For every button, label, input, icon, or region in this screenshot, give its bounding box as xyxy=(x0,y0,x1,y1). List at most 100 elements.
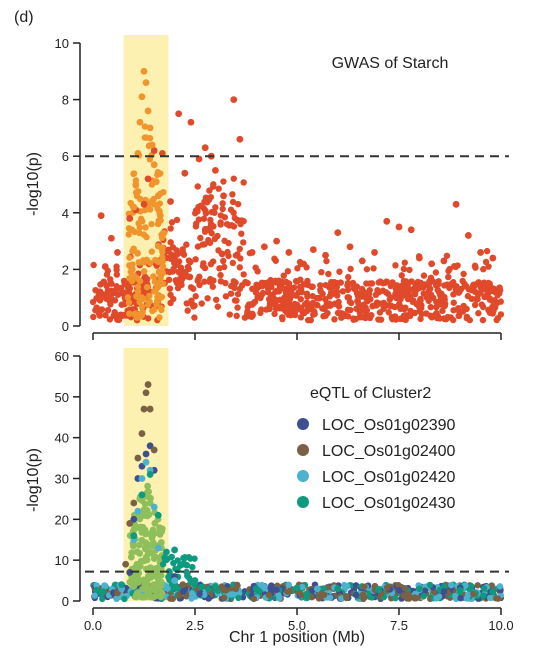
gwas-background-point xyxy=(169,268,177,275)
eqtl-background-point xyxy=(196,590,203,598)
gwas-point-s0 xyxy=(144,175,152,183)
eqtl-point-s1 xyxy=(142,389,150,397)
gwas-background-point xyxy=(159,258,167,265)
gwas-background-point xyxy=(225,239,232,247)
gwas-background-point xyxy=(219,200,226,207)
eqtl-background-point xyxy=(201,591,208,598)
gwas-background-point xyxy=(140,268,148,275)
gwas-background-point xyxy=(152,256,159,264)
eqtl-y-ticks: 0 10 20 30 40 50 60 xyxy=(55,349,80,609)
eqtl-points xyxy=(90,381,505,603)
gwas-background-point xyxy=(134,288,142,295)
gwas-background-point xyxy=(325,302,333,309)
gwas-point-s1 xyxy=(132,181,140,188)
gwas-background-point xyxy=(106,316,114,323)
gwas-background-point xyxy=(322,296,329,303)
gwas-background-point xyxy=(385,302,393,309)
gwas-background-point xyxy=(156,200,164,207)
x-tick-label: 5.0 xyxy=(288,618,306,633)
eqtl-point-s1 xyxy=(134,454,142,462)
gwas-background-point xyxy=(133,293,140,300)
eqtl-background-point xyxy=(128,549,136,557)
eqtl-background-point xyxy=(147,494,154,502)
gwas-background-point xyxy=(450,307,457,314)
gwas-background-point xyxy=(201,198,208,205)
gwas-background-point xyxy=(174,284,182,292)
eqtl-background-point xyxy=(285,581,293,589)
gwas-background-point xyxy=(207,260,215,268)
eqtl-point-s2 xyxy=(314,585,321,593)
gwas-background-point xyxy=(297,295,305,303)
legend-marker xyxy=(297,444,309,456)
y-tick-label: 2 xyxy=(62,262,69,277)
eqtl-point-s0 xyxy=(395,586,403,594)
gwas-background-point xyxy=(331,316,338,323)
gwas-background-point xyxy=(183,241,190,248)
eqtl-background-point xyxy=(121,595,128,603)
x-tick-label: 10.0 xyxy=(488,618,513,633)
eqtl-point-s3 xyxy=(416,585,423,593)
gwas-point-s1 xyxy=(140,67,148,75)
gwas-background-point xyxy=(207,193,215,201)
gwas-background-point xyxy=(276,296,284,304)
eqtl-point-s1 xyxy=(232,585,240,593)
gwas-background-point xyxy=(373,299,381,306)
gwas-background-point xyxy=(377,278,384,285)
y-tick-label: 6 xyxy=(62,149,69,164)
y-tick-label: 40 xyxy=(55,431,69,446)
gwas-background-point xyxy=(399,315,406,323)
eqtl-background-point xyxy=(91,592,99,599)
gwas-background-point xyxy=(392,262,399,269)
eqtl-background-point xyxy=(198,583,205,591)
gwas-background-point xyxy=(191,314,198,321)
eqtl-background-point xyxy=(361,583,368,590)
gwas-background-point xyxy=(450,291,457,298)
gwas-background-point xyxy=(201,264,209,272)
gwas-background-point xyxy=(215,247,222,254)
gwas-background-point xyxy=(126,285,134,292)
gwas-background-point xyxy=(150,201,158,208)
gwas-background-point xyxy=(427,291,435,298)
gwas-background-point xyxy=(153,286,160,293)
gwas-points xyxy=(89,67,505,324)
gwas-point-s1 xyxy=(152,178,160,186)
legend-label: LOC_Os01g02390 xyxy=(322,417,456,434)
gwas-background-point xyxy=(113,283,120,290)
eqtl-background-point xyxy=(139,523,147,531)
gwas-background-point xyxy=(271,310,278,318)
eqtl-background-point xyxy=(395,581,402,589)
gwas-background-point xyxy=(159,263,167,270)
gwas-background-point xyxy=(367,295,374,303)
eqtl-point-s1 xyxy=(140,405,148,413)
gwas-background-point xyxy=(450,279,457,286)
gwas-background-point xyxy=(146,206,154,213)
eqtl-background-point xyxy=(136,550,144,557)
gwas-background-point xyxy=(207,220,215,228)
eqtl-background-point xyxy=(164,585,171,592)
gwas-background-point xyxy=(90,261,97,269)
gwas-background-point xyxy=(165,246,172,254)
gwas-point-s0 xyxy=(175,110,183,118)
gwas-background-point xyxy=(180,251,188,258)
gwas-background-point xyxy=(433,304,440,311)
eqtl-background-point xyxy=(361,594,368,601)
gwas-background-point xyxy=(96,297,104,304)
eqtl-background-point xyxy=(93,582,100,589)
eqtl-background-point xyxy=(143,556,151,564)
eqtl-point-s3 xyxy=(146,471,154,478)
eqtl-background-point xyxy=(276,595,283,602)
gwas-background-point xyxy=(214,303,222,310)
gwas-background-point xyxy=(272,257,279,264)
eqtl-background-point xyxy=(147,573,155,581)
gwas-background-point xyxy=(284,296,292,304)
gwas-background-point xyxy=(211,235,219,243)
gwas-background-point xyxy=(377,316,385,323)
gwas-background-point xyxy=(366,286,373,294)
gwas-background-point xyxy=(411,309,419,317)
gwas-background-point xyxy=(362,314,369,322)
gwas-background-point xyxy=(337,279,345,286)
eqtl-background-point xyxy=(440,588,448,595)
gwas-background-point xyxy=(360,288,368,296)
gwas-background-point xyxy=(420,272,428,279)
gwas-background-point xyxy=(436,291,444,299)
